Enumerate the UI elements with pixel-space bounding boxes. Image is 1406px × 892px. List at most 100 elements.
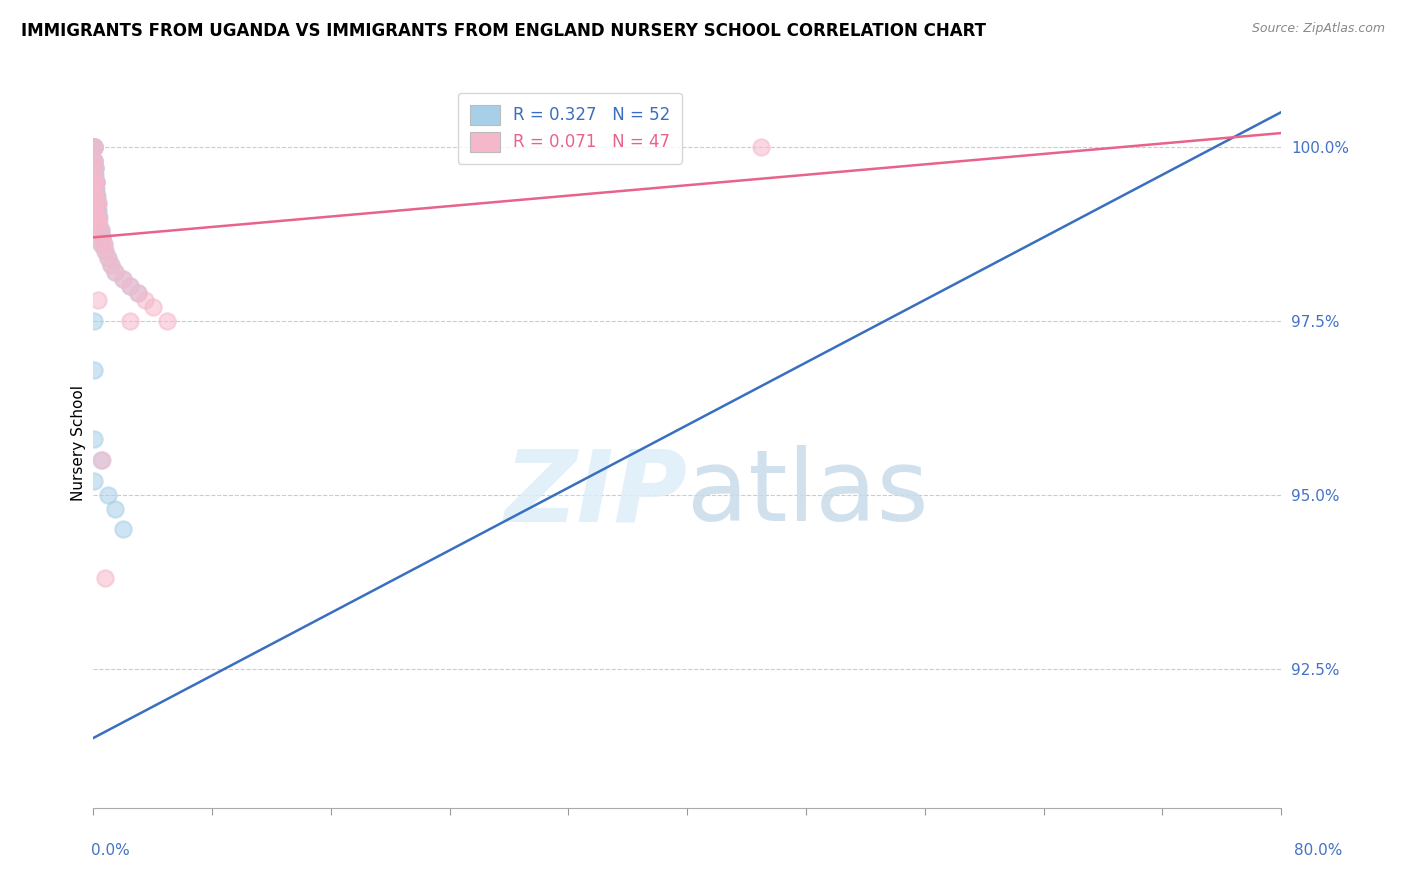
Point — [83, 140, 105, 154]
Point — [86, 293, 108, 307]
Point — [86, 182, 108, 196]
Point — [84, 195, 107, 210]
Point — [84, 188, 107, 202]
Point — [84, 182, 107, 196]
Point — [89, 217, 111, 231]
Point — [93, 237, 115, 252]
Point — [83, 140, 105, 154]
Point — [90, 237, 112, 252]
Point — [83, 432, 105, 446]
Text: 0.0%: 0.0% — [91, 843, 131, 858]
Point — [83, 362, 105, 376]
Point — [84, 188, 107, 202]
Point — [100, 258, 122, 272]
Point — [83, 168, 105, 182]
Point — [83, 175, 105, 189]
Point — [83, 202, 105, 217]
Point — [83, 175, 105, 189]
Point — [83, 474, 105, 488]
Text: IMMIGRANTS FROM UGANDA VS IMMIGRANTS FROM ENGLAND NURSERY SCHOOL CORRELATION CHA: IMMIGRANTS FROM UGANDA VS IMMIGRANTS FRO… — [21, 22, 986, 40]
Point — [83, 153, 105, 168]
Point — [83, 140, 105, 154]
Point — [84, 210, 107, 224]
Point — [86, 202, 108, 217]
Point — [83, 175, 105, 189]
Point — [84, 195, 107, 210]
Point — [84, 175, 107, 189]
Point — [86, 210, 108, 224]
Point — [84, 168, 107, 182]
Point — [83, 168, 105, 182]
Point — [94, 571, 117, 585]
Point — [84, 188, 107, 202]
Point — [84, 188, 107, 202]
Point — [97, 252, 120, 266]
Point — [86, 188, 108, 202]
Point — [90, 223, 112, 237]
Point — [97, 252, 120, 266]
Point — [94, 244, 117, 259]
Point — [83, 161, 105, 175]
Point — [83, 153, 105, 168]
Point — [90, 453, 112, 467]
Legend: R = 0.327   N = 52, R = 0.071   N = 47: R = 0.327 N = 52, R = 0.071 N = 47 — [458, 93, 682, 164]
Point — [156, 314, 179, 328]
Point — [127, 285, 149, 300]
Point — [84, 175, 107, 189]
Point — [90, 223, 112, 237]
Text: 80.0%: 80.0% — [1295, 843, 1343, 858]
Point — [120, 279, 142, 293]
Point — [91, 230, 114, 244]
Point — [111, 523, 134, 537]
Point — [89, 223, 111, 237]
Point — [86, 195, 108, 210]
Point — [104, 265, 127, 279]
Point — [86, 195, 108, 210]
Point — [97, 488, 120, 502]
Point — [100, 258, 122, 272]
Point — [87, 210, 110, 224]
Point — [84, 202, 107, 217]
Point — [111, 272, 134, 286]
Text: atlas: atlas — [688, 445, 929, 542]
Point — [83, 153, 105, 168]
Point — [83, 195, 105, 210]
Y-axis label: Nursery School: Nursery School — [72, 384, 86, 500]
Point — [83, 140, 105, 154]
Point — [84, 202, 107, 217]
Point — [93, 237, 115, 252]
Point — [86, 210, 108, 224]
Point — [83, 140, 105, 154]
Point — [84, 175, 107, 189]
Point — [111, 272, 134, 286]
Point — [84, 188, 107, 202]
Point — [86, 223, 108, 237]
Point — [142, 300, 165, 314]
Point — [84, 223, 107, 237]
Text: Source: ZipAtlas.com: Source: ZipAtlas.com — [1251, 22, 1385, 36]
Point — [84, 161, 107, 175]
Point — [84, 175, 107, 189]
Point — [91, 453, 114, 467]
Point — [83, 314, 105, 328]
Point — [134, 293, 156, 307]
Point — [127, 285, 149, 300]
Point — [84, 175, 107, 189]
Point — [89, 210, 111, 224]
Point — [120, 314, 142, 328]
Point — [83, 161, 105, 175]
Point — [86, 195, 108, 210]
Point — [87, 202, 110, 217]
Text: ZIP: ZIP — [505, 445, 688, 542]
Point — [84, 182, 107, 196]
Point — [83, 153, 105, 168]
Point — [83, 188, 105, 202]
Point — [83, 175, 105, 189]
Point — [91, 230, 114, 244]
Point — [83, 188, 105, 202]
Point — [104, 265, 127, 279]
Point — [83, 140, 105, 154]
Point — [751, 140, 773, 154]
Point — [83, 188, 105, 202]
Point — [120, 279, 142, 293]
